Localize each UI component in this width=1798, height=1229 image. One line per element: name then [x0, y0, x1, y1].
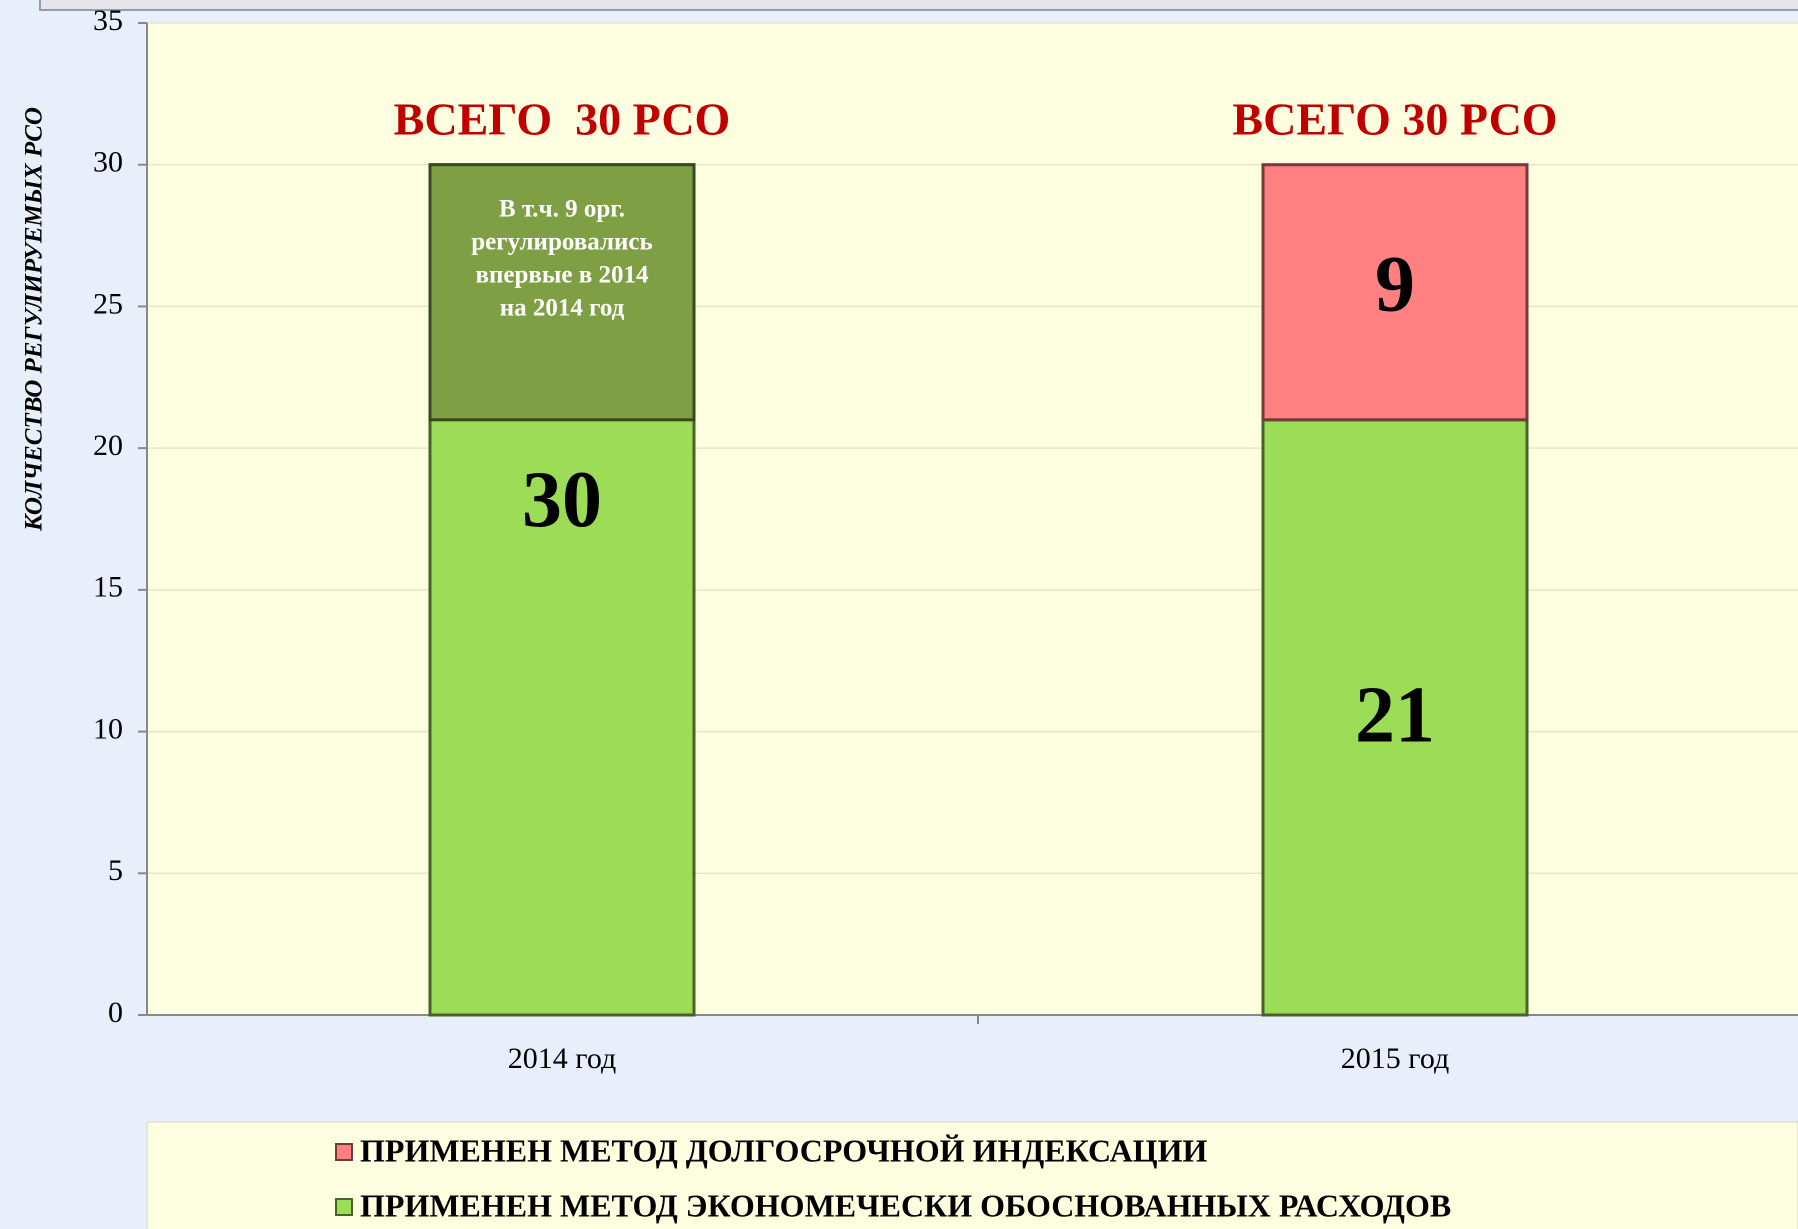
bar-segment — [1261, 163, 1529, 422]
legend-box — [146, 1121, 1798, 1229]
annotation-text: регулировались — [471, 228, 652, 255]
bar-segment — [1261, 418, 1529, 1017]
y-tick-label: 35 — [93, 4, 123, 37]
legend-label: ПРИМЕНЕН МЕТОД ЭКОНОМЕЧЕСКИ ОБОСНОВАННЫХ… — [360, 1187, 1451, 1223]
y-tick-label: 0 — [108, 996, 123, 1029]
x-tick-label: 2015 год — [1341, 1042, 1449, 1075]
legend-swatch — [335, 1198, 353, 1216]
total-label: ВСЕГО 30 РСО — [1232, 94, 1557, 145]
y-tick-label: 10 — [93, 712, 123, 745]
total-label: ВСЕГО 30 РСО — [394, 94, 731, 145]
annotation-text: на 2014 год — [500, 294, 625, 321]
y-tick-label: 25 — [93, 287, 123, 320]
legend-label: ПРИМЕНЕН МЕТОД ДОЛГОСРОЧНОЙ ИНДЕКСАЦИИ — [360, 1132, 1207, 1168]
data-label: 30 — [522, 456, 602, 544]
annotation-text: впервые в 2014 — [475, 261, 649, 288]
y-tick-label: 20 — [93, 429, 123, 462]
data-label: 21 — [1355, 671, 1435, 759]
data-label: 9 — [1375, 241, 1415, 329]
annotation-text: В т.ч. 9 орг. — [499, 195, 625, 222]
header-strip — [39, 0, 1798, 11]
legend-swatch — [335, 1143, 353, 1161]
y-axis-label: КОЛЧЕСТВО РЕГУЛИРУЕМЫХ РСО — [21, 107, 48, 532]
y-tick-label: 5 — [108, 854, 123, 887]
y-tick-label: 15 — [93, 571, 123, 604]
x-tick-label: 2014 год — [508, 1042, 616, 1075]
annotation-segment — [428, 163, 696, 422]
plot-area — [147, 23, 1798, 1015]
y-tick-label: 30 — [93, 146, 123, 179]
